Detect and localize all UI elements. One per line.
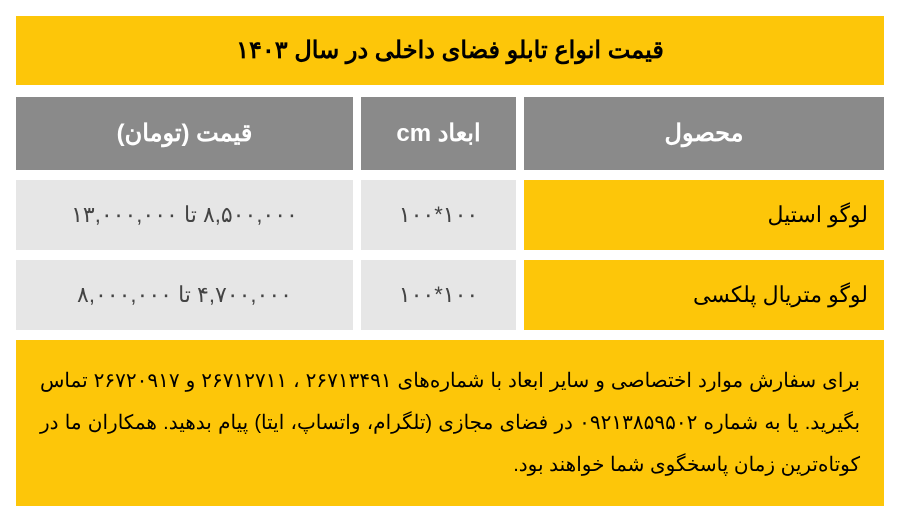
price-table-container: قیمت انواع تابلو فضای داخلی در سال ۱۴۰۳ … xyxy=(16,16,884,506)
header-price: قیمت (تومان) xyxy=(16,97,353,170)
table-header-row: محصول ابعاد cm قیمت (تومان) xyxy=(16,97,884,170)
footer-note: برای سفارش موارد اختصاصی و سایر ابعاد با… xyxy=(16,340,884,506)
cell-product: لوگو متریال پلکسی xyxy=(524,260,884,330)
table-row: لوگو متریال پلکسی ۱۰۰*۱۰۰ ۴,۷۰۰,۰۰۰ تا ۸… xyxy=(16,260,884,330)
table-row: لوگو استیل ۱۰۰*۱۰۰ ۸,۵۰۰,۰۰۰ تا ۱۳,۰۰۰,۰… xyxy=(16,180,884,250)
cell-price: ۴,۷۰۰,۰۰۰ تا ۸,۰۰۰,۰۰۰ xyxy=(16,260,353,330)
cell-price: ۸,۵۰۰,۰۰۰ تا ۱۳,۰۰۰,۰۰۰ xyxy=(16,180,353,250)
header-dimensions: ابعاد cm xyxy=(361,97,516,170)
cell-product: لوگو استیل xyxy=(524,180,884,250)
table-title: قیمت انواع تابلو فضای داخلی در سال ۱۴۰۳ xyxy=(16,16,884,85)
header-product: محصول xyxy=(524,97,884,170)
cell-dimensions: ۱۰۰*۱۰۰ xyxy=(361,180,516,250)
cell-dimensions: ۱۰۰*۱۰۰ xyxy=(361,260,516,330)
